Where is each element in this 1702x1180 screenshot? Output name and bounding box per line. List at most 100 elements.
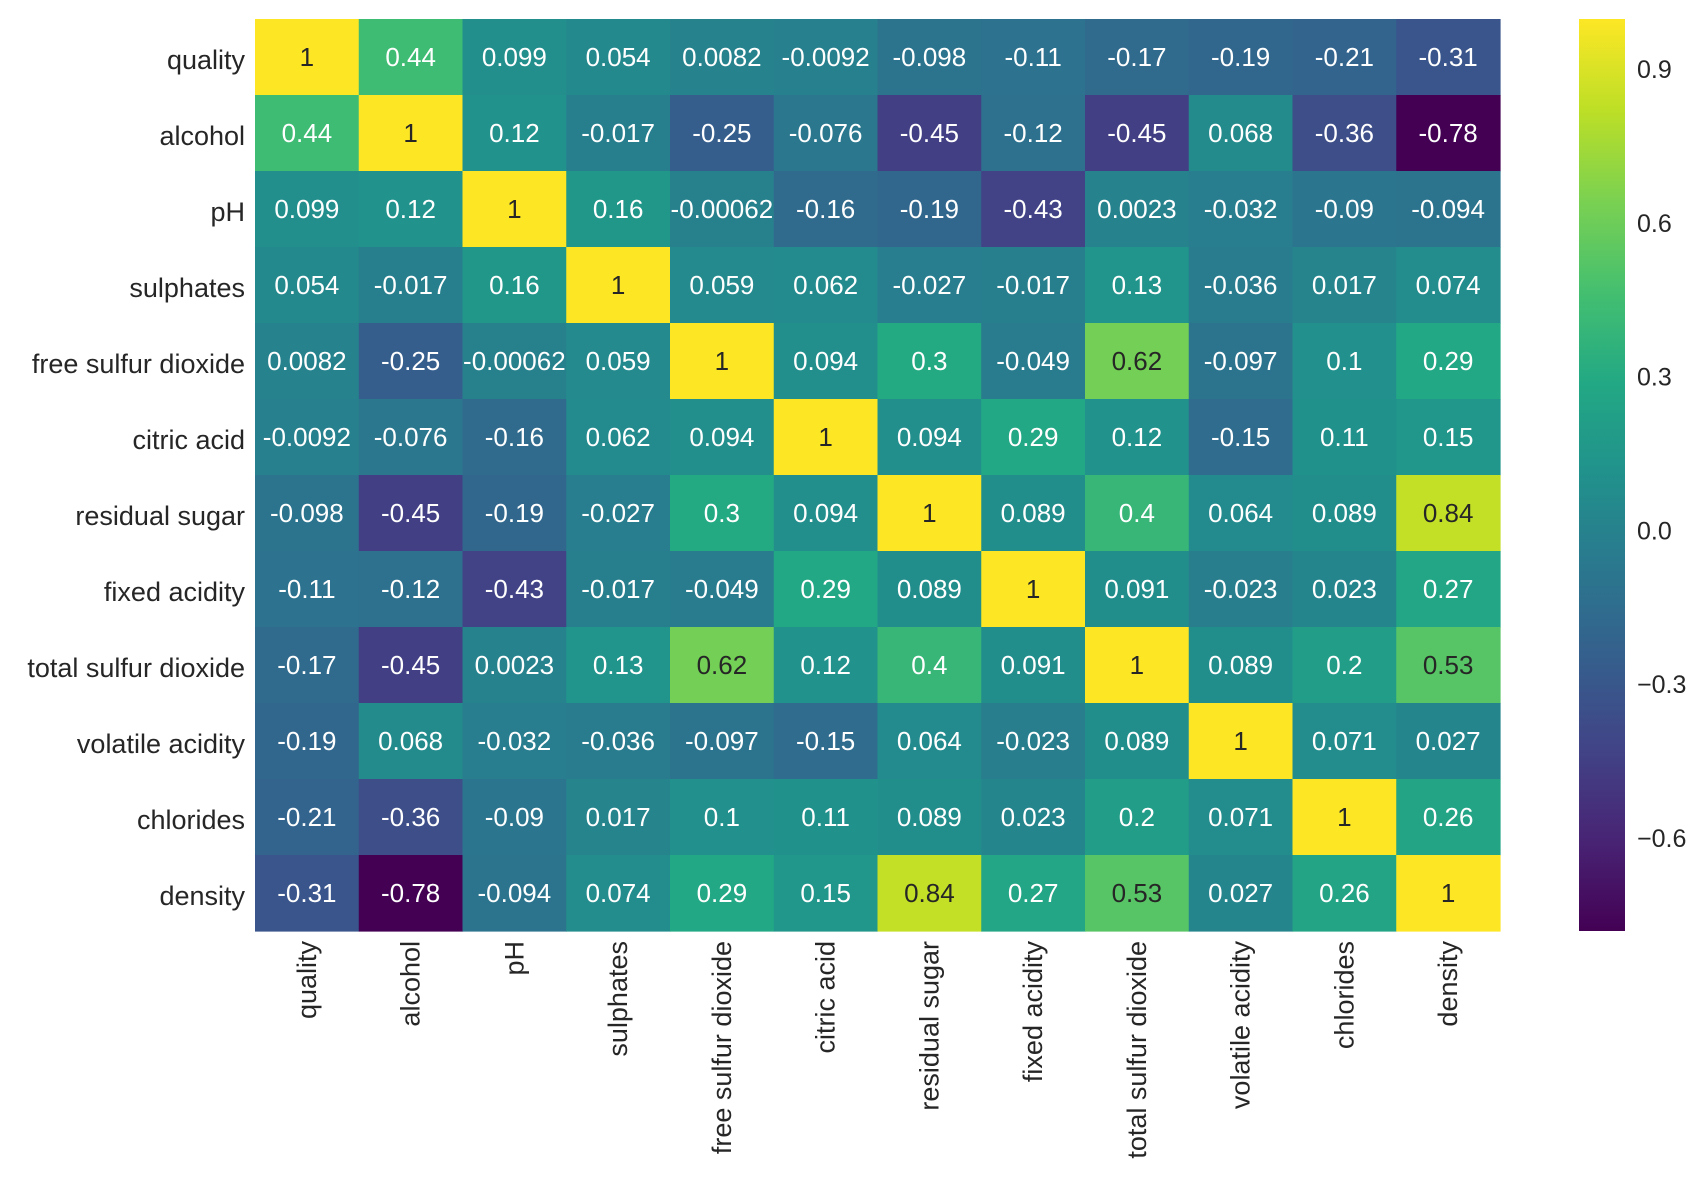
row-label-volatile-acidity: volatile acidity: [77, 729, 246, 759]
cell-value-label: 0.11: [1320, 422, 1369, 452]
row-label-total-sulfur-dioxide: total sulfur dioxide: [27, 653, 245, 683]
cell-value-label: 0.27: [1423, 574, 1474, 604]
cell-alcohol-free-sulfur-dioxide: [670, 95, 775, 172]
row-label-ph: pH: [210, 197, 245, 227]
cell-free-sulfur-dioxide-chlorides: [1292, 323, 1397, 400]
cell-sulphates-sulphates: [566, 247, 671, 324]
cell-density-total-sulfur-dioxide: [1085, 855, 1190, 932]
cell-fixed-acidity-density: [1396, 551, 1501, 628]
row-label-citric-acid: citric acid: [132, 425, 245, 455]
cell-free-sulfur-dioxide-volatile-acidity: [1188, 323, 1294, 400]
cell-quality-alcohol: [358, 19, 464, 96]
cell-density-alcohol: [358, 855, 464, 932]
cell-value-label: 0.094: [689, 422, 754, 452]
cell-value-label: 0.059: [689, 270, 754, 300]
cell-value-label: 0.068: [1208, 118, 1273, 148]
cell-value-label: 0.091: [1001, 650, 1066, 680]
cell-fixed-acidity-total-sulfur-dioxide: [1085, 551, 1190, 628]
colorbar-tick-label: 0.9: [1637, 56, 1672, 84]
cell-value-label: 0.023: [1001, 802, 1066, 832]
cell-value-label: 0.44: [385, 42, 436, 72]
cell-residual-sugar-total-sulfur-dioxide: [1085, 475, 1190, 552]
cell-residual-sugar-alcohol: [358, 475, 464, 552]
cell-chlorides-sulphates: [566, 779, 671, 856]
cell-citric-acid-citric-acid: [773, 399, 879, 476]
cell-free-sulfur-dioxide-free-sulfur-dioxide: [670, 323, 775, 400]
cell-value-label: 0.094: [793, 498, 858, 528]
cell-chlorides-quality: [255, 779, 360, 856]
cell-volatile-acidity-free-sulfur-dioxide: [670, 703, 775, 780]
cell-volatile-acidity-density: [1396, 703, 1501, 780]
cell-chlorides-volatile-acidity: [1188, 779, 1294, 856]
cell-fixed-acidity-fixed-acidity: [981, 551, 1086, 628]
cell-ph-chlorides: [1292, 171, 1397, 248]
cell-value-label: 1: [1130, 650, 1144, 680]
cell-value-label: 0.089: [1312, 498, 1377, 528]
cell-value-label: -0.098: [270, 498, 344, 528]
cell-value-label: 1: [1233, 726, 1247, 756]
cell-value-label: 0.017: [586, 802, 651, 832]
cell-value-label: 0.29: [800, 574, 851, 604]
cell-alcohol-ph: [462, 95, 567, 172]
cell-chlorides-total-sulfur-dioxide: [1085, 779, 1190, 856]
cell-sulphates-residual-sugar: [877, 247, 982, 324]
cell-value-label: 0.12: [1112, 422, 1163, 452]
cell-value-label: 0.29: [1423, 346, 1474, 376]
cell-value-label: 0.059: [586, 346, 651, 376]
cell-value-label: -0.027: [581, 498, 655, 528]
cell-alcohol-density: [1396, 95, 1501, 172]
cell-value-label: -0.36: [381, 802, 440, 832]
cell-value-label: 0.074: [1416, 270, 1481, 300]
cell-value-label: 0.1: [704, 802, 740, 832]
cell-volatile-acidity-fixed-acidity: [981, 703, 1086, 780]
cell-free-sulfur-dioxide-residual-sugar: [877, 323, 982, 400]
cell-sulphates-chlorides: [1292, 247, 1397, 324]
cell-value-label: 0.3: [911, 346, 947, 376]
cell-free-sulfur-dioxide-total-sulfur-dioxide: [1085, 323, 1190, 400]
cell-value-label: -0.43: [485, 574, 544, 604]
cell-quality-sulphates: [566, 19, 671, 96]
cell-value-label: -0.16: [485, 422, 544, 452]
cell-value-label: -0.21: [277, 802, 336, 832]
cell-value-label: 0.27: [1008, 878, 1059, 908]
cell-quality-ph: [462, 19, 567, 96]
cell-value-label: -0.076: [374, 422, 448, 452]
cell-quality-quality: [255, 19, 360, 96]
cell-value-label: -0.12: [381, 574, 440, 604]
cell-value-label: -0.032: [478, 726, 552, 756]
cell-value-label: -0.097: [1204, 346, 1278, 376]
cell-volatile-acidity-sulphates: [566, 703, 671, 780]
cell-value-label: 1: [1026, 574, 1040, 604]
cell-alcohol-alcohol: [358, 95, 464, 172]
cell-value-label: 0.16: [489, 270, 540, 300]
cell-quality-density: [1396, 19, 1501, 96]
cell-chlorides-fixed-acidity: [981, 779, 1086, 856]
cell-volatile-acidity-citric-acid: [773, 703, 879, 780]
cell-value-label: 1: [1441, 878, 1455, 908]
row-labels: quality alcohol pH sulphates free sulfur dio…: [27, 45, 245, 911]
cell-ph-alcohol: [358, 171, 464, 248]
cell-chlorides-chlorides: [1292, 779, 1397, 856]
cell-value-label: -0.11: [278, 574, 335, 604]
cell-value-label: -0.023: [996, 726, 1070, 756]
cell-ph-density: [1396, 171, 1501, 248]
cell-value-label: 0.089: [897, 802, 962, 832]
cell-residual-sugar-chlorides: [1292, 475, 1397, 552]
cell-density-volatile-acidity: [1188, 855, 1294, 932]
cell-total-sulfur-dioxide-residual-sugar: [877, 627, 982, 704]
colorbar-tick-label: −0.3: [1637, 671, 1686, 699]
cell-sulphates-quality: [255, 247, 360, 324]
cell-alcohol-residual-sugar: [877, 95, 982, 172]
cell-sulphates-fixed-acidity: [981, 247, 1086, 324]
cell-value-label: -0.027: [893, 270, 967, 300]
colorbar-ticks: 0.9 0.6 0.3 0.0 −0.3 −0.6: [1637, 56, 1686, 853]
cell-free-sulfur-dioxide-quality: [255, 323, 360, 400]
cell-residual-sugar-volatile-acidity: [1188, 475, 1294, 552]
cell-sulphates-total-sulfur-dioxide: [1085, 247, 1190, 324]
cell-citric-acid-volatile-acidity: [1188, 399, 1294, 476]
cell-value-label: 0.0023: [475, 650, 555, 680]
column-labels: quality alcohol pH sulphates free sulfur dio…: [292, 941, 1463, 1159]
cell-fixed-acidity-chlorides: [1292, 551, 1397, 628]
cell-density-density: [1396, 855, 1501, 932]
